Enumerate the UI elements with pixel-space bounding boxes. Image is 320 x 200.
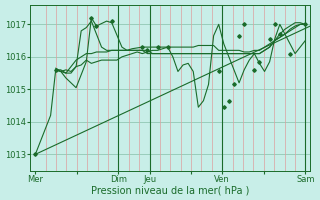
X-axis label: Pression niveau de la mer( hPa ): Pression niveau de la mer( hPa ) xyxy=(91,185,250,195)
